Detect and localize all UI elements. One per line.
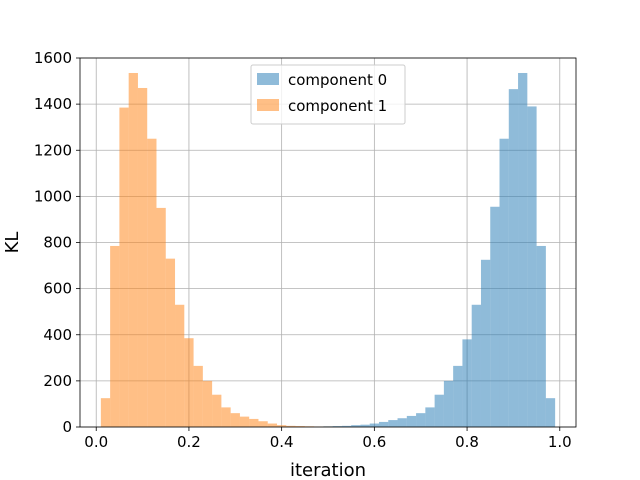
histogram-bar-component-0 [378,421,389,427]
histogram-bar-component-1 [128,72,138,427]
y-tick-label: 1600 [34,49,72,67]
legend: component 0 component 1 [250,64,406,125]
histogram-bar-component-0 [406,415,417,427]
histogram-bar-component-1 [267,423,278,427]
histogram-bar-component-1 [212,394,222,427]
histogram-bar-component-0 [471,304,481,427]
histogram-bar-component-0 [453,365,463,427]
histogram-bar-component-0 [518,72,528,427]
histogram-bar-component-0 [425,407,435,427]
histogram-bar-component-1 [286,425,296,427]
legend-box [250,64,406,125]
histogram-bar-component-1 [230,413,240,427]
histogram-bar-component-0 [369,423,379,427]
histogram-bar-component-1 [137,87,148,427]
histogram-bar-component-1 [202,380,213,427]
y-tick-label: 800 [43,234,72,252]
legend-swatch-component-1 [257,99,279,111]
histogram-bar-component-0 [351,425,361,427]
histogram-bar-component-0 [545,398,556,427]
y-tick-label: 400 [43,326,72,344]
histogram-bar-component-1 [119,107,129,427]
legend-label-component-0: component 0 [288,71,387,89]
histogram-bar-component-1 [147,138,157,427]
histogram-bar-component-0 [360,424,370,427]
histogram-bar-component-1 [165,258,176,427]
histogram-bar-component-0 [443,380,454,427]
x-tick-label: 0.4 [270,433,294,451]
x-tick-label: 0.8 [455,433,479,451]
y-tick-label: 1000 [34,187,72,205]
histogram-bar-component-0 [462,339,472,427]
histogram-bar-component-1 [184,338,194,427]
histogram-bar-component-1 [156,207,166,427]
histogram-bar-component-1 [295,426,305,427]
histogram-bar-component-0 [536,245,546,427]
y-tick-label: 1200 [34,141,72,159]
histogram-bar-component-1 [249,418,259,427]
histogram-bar-component-1 [277,425,287,427]
y-tick-label: 1400 [34,95,72,113]
histogram-bar-component-0 [341,425,352,427]
x-tick-label: 0.6 [362,433,386,451]
y-tick-label: 0 [62,418,72,436]
histogram-bar-component-0 [434,394,444,427]
histogram-bar-component-0 [527,106,537,428]
histogram-bar-component-0 [388,420,398,427]
histogram-bar-component-0 [490,206,500,427]
histogram-bar-component-0 [332,426,342,427]
histogram-bar-component-1 [193,365,203,427]
y-tick-label: 200 [43,372,72,390]
histogram-bar-component-1 [110,245,120,427]
x-tick-label: 1.0 [548,433,572,451]
x-tick-label: 0.2 [177,433,201,451]
histogram-bar-component-1 [258,421,268,427]
y-tick-label: 600 [43,280,72,298]
histogram-bar-component-1 [239,416,250,427]
y-axis-label: KL [2,232,23,254]
histogram-bar-component-0 [397,418,407,427]
x-tick-label: 0.0 [84,433,108,451]
histogram-bar-component-1 [175,304,185,427]
histogram-bar-component-0 [480,259,491,427]
histogram-bar-component-0 [508,89,519,428]
x-axis-label: iteration [290,460,366,480]
histogram-bar-component-1 [100,398,111,427]
histogram-bar-component-0 [416,413,426,427]
axis-ticks: 0.0 0.2 0.4 0.6 0.8 1.0 0 200 400 600 800 1000 1200 1… [34,49,572,451]
histogram-bars [100,72,556,428]
histogram-bar-component-1 [221,407,231,427]
legend-swatch-component-0 [257,73,279,85]
histogram-bar-component-0 [499,138,509,427]
legend-label-component-1: component 1 [288,97,387,115]
